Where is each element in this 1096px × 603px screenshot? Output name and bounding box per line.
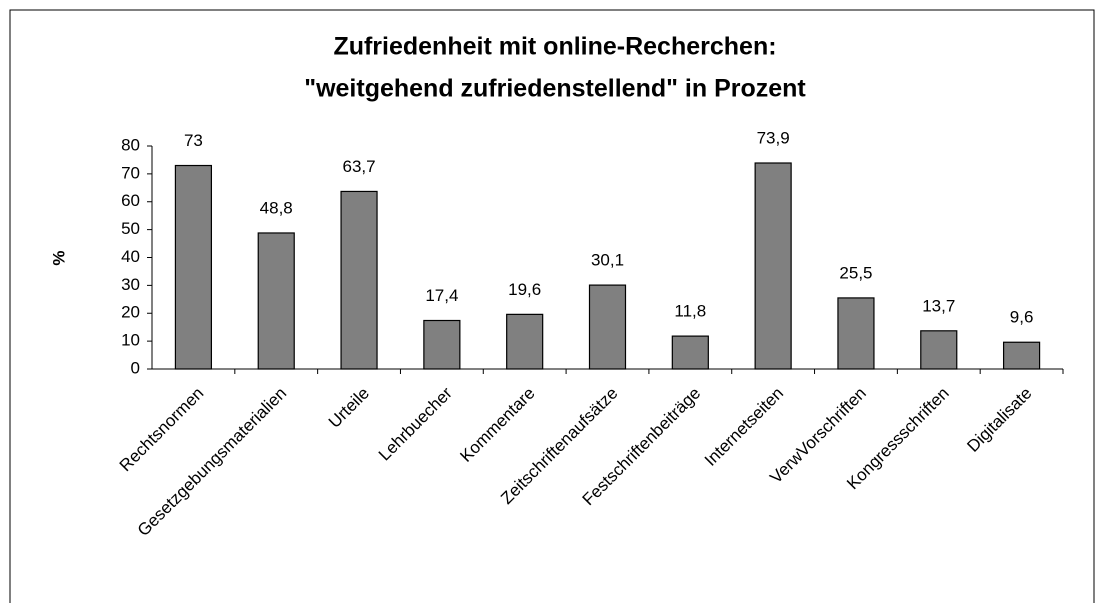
y-axis-label: %: [49, 250, 68, 265]
y-tick-label: 40: [121, 247, 140, 266]
bar: [671, 335, 709, 370]
data-label: 30,1: [591, 251, 624, 270]
chart-title: Zufriedenheit mit online-Recherchen:: [333, 33, 776, 61]
data-label: 9,6: [1010, 308, 1034, 327]
bar: [257, 232, 295, 370]
data-label: 63,7: [342, 157, 375, 176]
bar: [837, 297, 875, 370]
y-tick-label: 60: [121, 191, 140, 210]
y-tick-label: 0: [131, 358, 140, 377]
bar: [174, 164, 213, 370]
y-tick-label: 30: [121, 275, 140, 294]
data-label: 25,5: [839, 263, 872, 282]
chart-title: "weitgehend zufriedenstellend" in Prozen…: [304, 75, 806, 103]
data-label: 13,7: [922, 296, 955, 315]
bar: [506, 313, 544, 370]
bar: [920, 330, 958, 370]
bar: [340, 190, 378, 370]
y-tick-label: 70: [121, 163, 140, 182]
y-tick-label: 10: [121, 331, 140, 350]
bar: [423, 319, 461, 370]
data-label: 19,6: [508, 280, 541, 299]
data-label: 73,9: [757, 128, 790, 147]
bar: [1002, 341, 1041, 370]
bar: [754, 162, 792, 370]
bar: [588, 284, 627, 370]
data-label: 48,8: [260, 198, 293, 217]
data-label: 17,4: [425, 286, 458, 305]
y-tick-label: 50: [121, 219, 140, 238]
data-label: 73: [184, 131, 203, 150]
y-tick-label: 80: [121, 135, 140, 154]
data-label: 11,8: [674, 302, 706, 321]
y-tick-label: 20: [121, 303, 140, 322]
